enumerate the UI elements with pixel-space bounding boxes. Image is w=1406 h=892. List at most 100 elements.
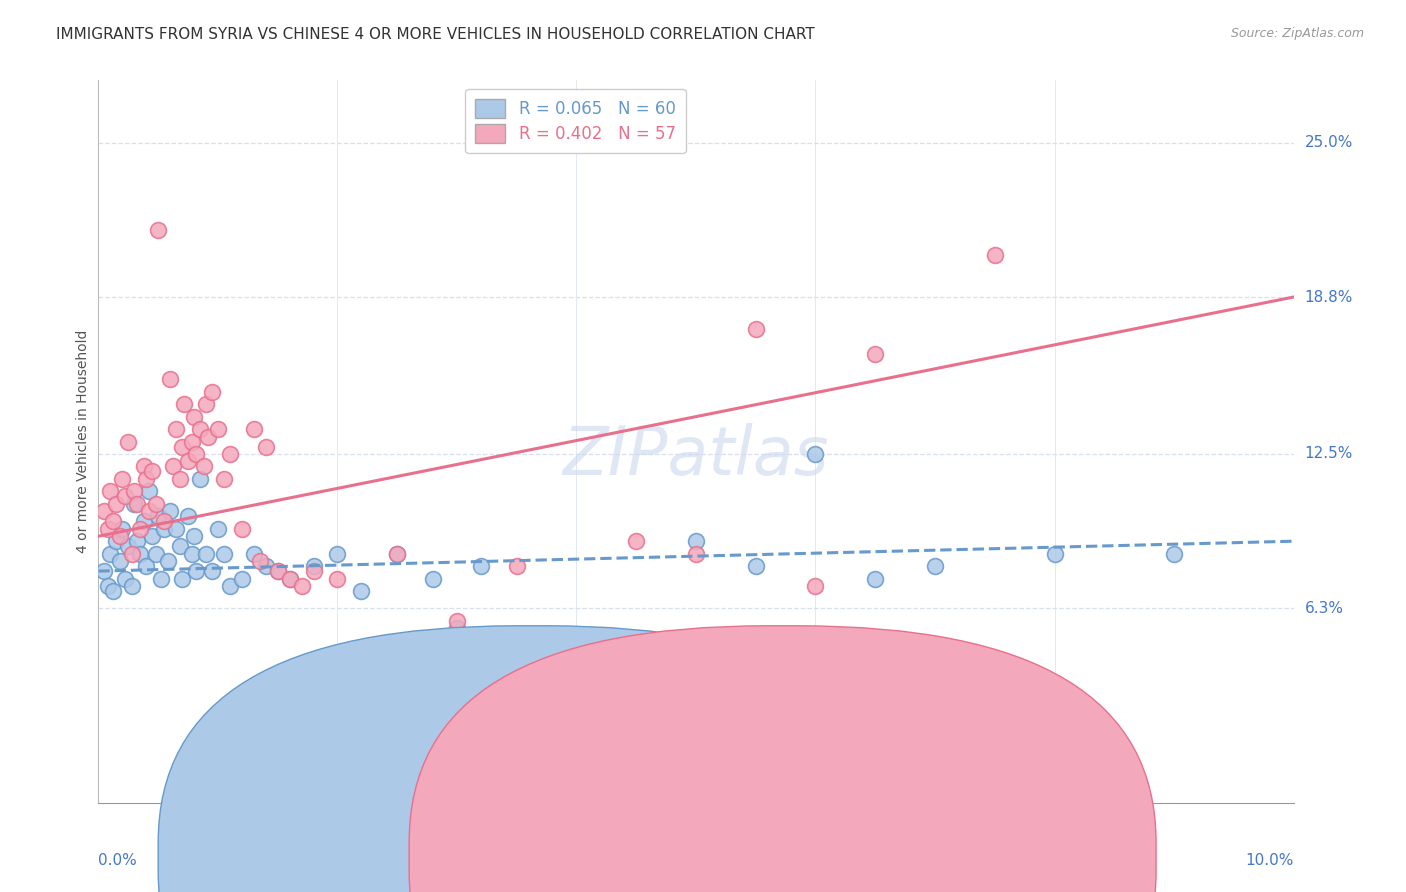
Point	[589, 639, 612, 653]
Point	[865, 572, 887, 586]
Point	[326, 547, 349, 561]
Point	[186, 564, 208, 578]
Point	[193, 459, 215, 474]
Point	[129, 547, 152, 561]
FancyBboxPatch shape	[159, 626, 905, 892]
Point	[565, 646, 588, 660]
Point	[385, 547, 409, 561]
Point	[207, 522, 229, 536]
Text: ZIPatlas: ZIPatlas	[562, 423, 830, 489]
Point	[201, 384, 224, 399]
Point	[124, 497, 146, 511]
Point	[101, 584, 124, 599]
Text: 18.8%: 18.8%	[1305, 290, 1353, 304]
Point	[804, 447, 827, 461]
Point	[153, 514, 176, 528]
Point	[121, 579, 143, 593]
Point	[149, 572, 172, 586]
Point	[172, 440, 194, 454]
Point	[685, 534, 707, 549]
Point	[135, 559, 157, 574]
Point	[138, 484, 160, 499]
Point	[125, 534, 148, 549]
Point	[745, 559, 768, 574]
Point	[111, 522, 134, 536]
Text: Immigrants from Syria: Immigrants from Syria	[561, 850, 717, 864]
Point	[173, 397, 195, 411]
Point	[180, 547, 202, 561]
Point	[177, 454, 200, 468]
Point	[117, 539, 139, 553]
Text: 0.0%: 0.0%	[98, 854, 138, 869]
Point	[124, 484, 146, 499]
Point	[924, 559, 946, 574]
Point	[350, 584, 373, 599]
Point	[98, 547, 122, 561]
Point	[249, 554, 271, 568]
Point	[132, 459, 155, 474]
Point	[506, 559, 529, 574]
Point	[135, 472, 157, 486]
FancyBboxPatch shape	[409, 626, 1156, 892]
Text: 6.3%: 6.3%	[1305, 601, 1344, 616]
Point	[243, 422, 266, 436]
Point	[165, 422, 187, 436]
Point	[165, 522, 187, 536]
Text: Chinese: Chinese	[811, 850, 868, 864]
Point	[254, 559, 277, 574]
Point	[108, 554, 131, 568]
Text: Source: ZipAtlas.com: Source: ZipAtlas.com	[1230, 27, 1364, 40]
Point	[195, 397, 218, 411]
Point	[984, 248, 1007, 262]
Point	[267, 564, 290, 578]
Point	[105, 534, 128, 549]
Point	[141, 529, 163, 543]
Point	[865, 347, 887, 361]
Point	[172, 572, 194, 586]
Point	[212, 547, 235, 561]
Point	[97, 579, 120, 593]
Point	[219, 579, 242, 593]
Point	[626, 534, 648, 549]
Point	[114, 489, 136, 503]
Legend: R = 0.065   N = 60, R = 0.402   N = 57: R = 0.065 N = 60, R = 0.402 N = 57	[465, 88, 686, 153]
Point	[745, 322, 768, 336]
Point	[243, 547, 266, 561]
Point	[121, 547, 143, 561]
Point	[132, 514, 155, 528]
Point	[162, 459, 184, 474]
Point	[231, 572, 253, 586]
Point	[180, 434, 202, 449]
Point	[148, 509, 170, 524]
Point	[114, 572, 136, 586]
Point	[278, 572, 301, 586]
Point	[219, 447, 242, 461]
Point	[186, 447, 208, 461]
Point	[169, 539, 191, 553]
Point	[565, 639, 588, 653]
Point	[156, 554, 179, 568]
Point	[101, 514, 124, 528]
Point	[125, 497, 148, 511]
Point	[1163, 547, 1185, 561]
Point	[111, 472, 134, 486]
Point	[231, 522, 253, 536]
Point	[541, 633, 564, 648]
Point	[108, 529, 131, 543]
Point	[117, 434, 139, 449]
Text: 12.5%: 12.5%	[1305, 447, 1353, 461]
Point	[804, 579, 827, 593]
Point	[291, 579, 314, 593]
Point	[145, 547, 167, 561]
Y-axis label: 4 or more Vehicles in Household: 4 or more Vehicles in Household	[76, 330, 90, 553]
Point	[138, 504, 160, 518]
Point	[98, 484, 122, 499]
Point	[506, 629, 529, 643]
Point	[188, 422, 211, 436]
Point	[470, 696, 492, 710]
Point	[207, 422, 229, 436]
Point	[153, 522, 176, 536]
Point	[212, 472, 235, 486]
Point	[326, 572, 349, 586]
Point	[183, 529, 205, 543]
